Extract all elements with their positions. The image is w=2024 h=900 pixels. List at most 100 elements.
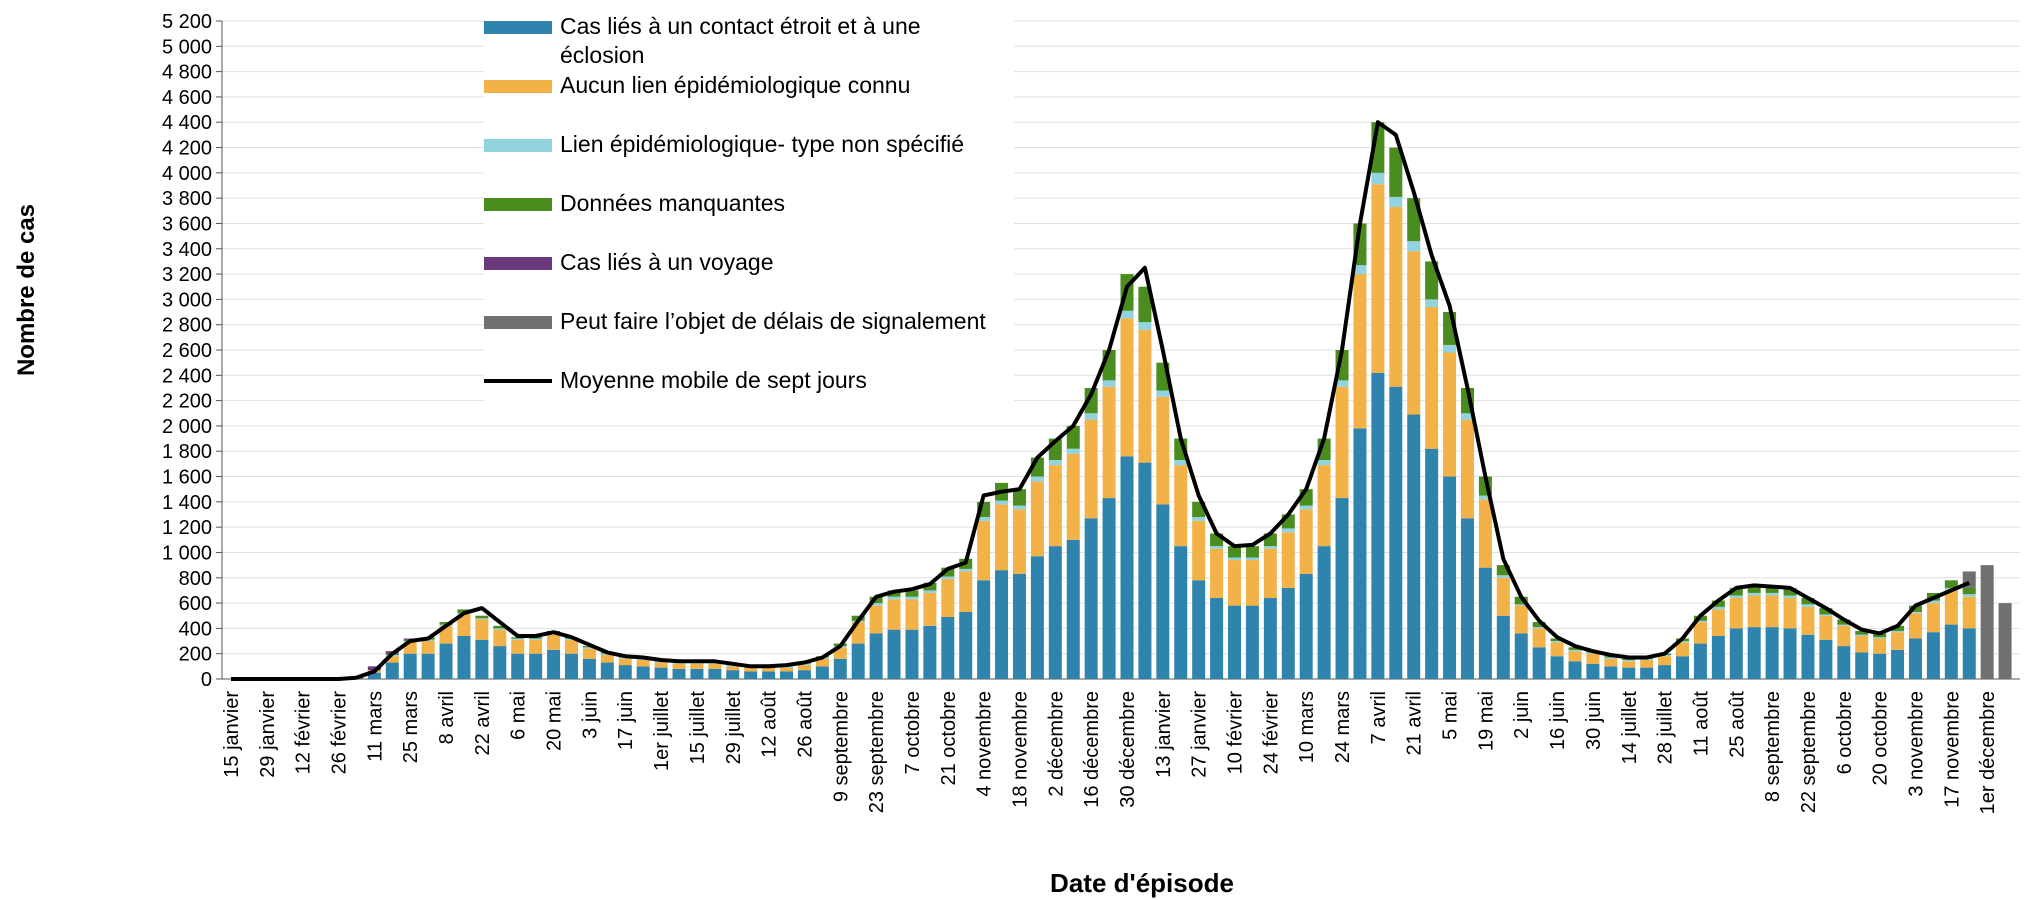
x-tick-label: 11 mars	[364, 691, 386, 762]
bar-segment	[439, 622, 453, 625]
bar-segment	[833, 658, 847, 679]
bar-segment	[941, 579, 955, 617]
bar-segment	[1891, 632, 1905, 650]
bar-segment	[600, 654, 614, 663]
bar-segment	[1747, 585, 1761, 593]
bar-segment	[1765, 592, 1779, 596]
bar-segment	[1765, 627, 1779, 679]
bar-segment	[1908, 611, 1922, 614]
moving-average-line	[231, 120, 1970, 681]
x-tick-label: 16 décembre	[1081, 691, 1103, 808]
bar-segment	[1228, 605, 1242, 679]
bar-segment	[1210, 548, 1224, 599]
legend-label: Peut faire l’objet de délais de signalem…	[560, 308, 986, 334]
bar-segment	[1532, 622, 1546, 628]
x-tick-label: 2 juin	[1511, 691, 1533, 739]
bar-segment	[1299, 573, 1313, 679]
bar-segment	[1228, 546, 1242, 558]
bar-segment	[1012, 505, 1026, 510]
bar-segment	[1174, 460, 1188, 466]
x-tick-label: 21 avril	[1404, 691, 1426, 755]
bar-segment	[1335, 380, 1349, 387]
bar-segment	[403, 642, 417, 654]
bar-segment	[941, 576, 955, 580]
bar-segment	[1532, 647, 1546, 679]
bar-segment	[1801, 606, 1815, 635]
bar-segment	[457, 614, 471, 636]
bar-segment	[1801, 598, 1815, 605]
bar-segment	[869, 633, 883, 679]
y-tick-label: 0	[201, 669, 212, 691]
x-tick-label: 8 avril	[436, 691, 458, 744]
x-tick-label: 22 septembre	[1798, 691, 1820, 813]
bar-segment	[1622, 667, 1636, 679]
x-tick-label: 13 janvier	[1153, 691, 1175, 778]
bar-segment	[636, 660, 650, 667]
bar-segment	[1962, 594, 1976, 597]
bar-segment	[1156, 396, 1170, 505]
legend-label: Cas liés à un contact étroit et à une éc…	[560, 13, 921, 68]
bar-segment	[1478, 567, 1492, 679]
bar-segment	[1192, 580, 1206, 679]
bar-segment	[1245, 605, 1259, 679]
bar-segment	[1873, 653, 1887, 679]
bar-segment	[995, 500, 1009, 505]
bar-segment	[672, 663, 686, 669]
bar-segment	[905, 590, 919, 597]
bar-segment	[1407, 414, 1421, 679]
bar-segment	[923, 582, 937, 591]
bar-segment	[1801, 604, 1815, 607]
y-axis-title: Nombre de cas	[13, 204, 40, 376]
x-tick-label: 17 novembre	[1941, 691, 1963, 808]
x-tick-label: 29 janvier	[257, 691, 279, 778]
bar-segment	[1138, 329, 1152, 463]
bar-segment	[977, 517, 991, 521]
x-tick-label: 4 novembre	[974, 691, 996, 797]
bar-segment	[1425, 299, 1439, 307]
bar-segment	[1299, 505, 1313, 510]
x-tick-label: 26 août	[794, 691, 816, 758]
bar-segment	[1837, 624, 1851, 626]
bar-segment	[1389, 207, 1403, 387]
bar-segment	[1944, 590, 1958, 625]
bar-segment	[475, 615, 489, 619]
bar-segment	[1926, 600, 1940, 604]
bar-segment	[1962, 587, 1976, 595]
bar-segment	[1084, 518, 1098, 679]
bar-segment	[1228, 560, 1242, 606]
x-tick-label: 12 août	[759, 691, 781, 758]
bar-segment	[1443, 344, 1457, 353]
y-tick-label: 1 400	[162, 492, 212, 514]
bar-segment	[1210, 598, 1224, 679]
legend-label: Cas liés à un voyage	[560, 249, 774, 275]
bar-segment	[1729, 587, 1743, 596]
x-tick-label: 24 mars	[1332, 691, 1354, 763]
bar-segment	[582, 648, 596, 659]
bar-segment	[887, 599, 901, 630]
bar-segment	[869, 605, 883, 634]
bar-segment	[1120, 310, 1134, 319]
bar-segment	[385, 662, 399, 679]
bar-segment	[618, 658, 632, 666]
x-tick-label: 10 mars	[1296, 691, 1318, 763]
bar-segment	[1425, 306, 1439, 449]
bar-segment	[1514, 596, 1528, 605]
bar-segment	[1389, 196, 1403, 208]
bar-segment	[1891, 630, 1905, 633]
bar-segment	[1658, 665, 1672, 679]
bar-segment	[1747, 595, 1761, 628]
bar-segment	[1550, 656, 1564, 679]
bar-segment	[1030, 556, 1044, 679]
y-tick-label: 1 200	[162, 517, 212, 539]
bar-segment	[475, 639, 489, 679]
bar-segment	[493, 625, 507, 629]
bar-segment	[1819, 639, 1833, 679]
x-tick-label: 7 octobre	[902, 691, 924, 774]
bar-segment	[1640, 660, 1654, 668]
bar-segment	[1102, 498, 1116, 679]
bar-segment	[1228, 557, 1242, 561]
bar-segment	[941, 616, 955, 679]
bar-segment	[905, 629, 919, 679]
bar-segment	[1676, 641, 1690, 643]
bar-segment	[1174, 465, 1188, 547]
